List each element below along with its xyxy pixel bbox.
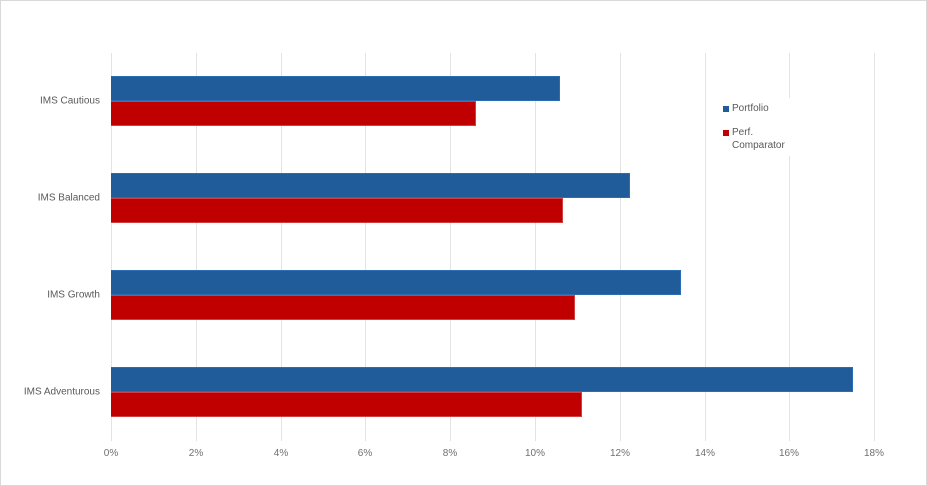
x-axis-tick-label: 0%	[103, 448, 119, 459]
gridline	[705, 53, 706, 441]
gridline	[281, 53, 282, 441]
bar-perf-comparator-ims-balanced[interactable]	[111, 198, 563, 223]
y-axis-category-label: IMS Balanced	[37, 192, 100, 204]
gridline	[874, 53, 875, 441]
y-axis-category-label: IMS Growth	[47, 289, 100, 301]
bar-portfolio-ims-growth[interactable]	[111, 270, 681, 295]
chart-legend: Portfolio Perf. Comparator	[715, 98, 823, 156]
x-axis-tick-label: 10%	[524, 448, 546, 459]
bar-portfolio-ims-adventurous[interactable]	[111, 367, 853, 392]
bar-portfolio-ims-cautious[interactable]	[111, 76, 560, 101]
gridline	[620, 53, 621, 441]
legend-swatch-portfolio	[723, 106, 729, 112]
y-axis-category-label: IMS Cautious	[39, 95, 100, 107]
bar-portfolio-ims-balanced[interactable]	[111, 173, 630, 198]
gridline	[365, 53, 366, 441]
gridline	[111, 53, 112, 441]
legend-label: Perf. Comparator	[732, 127, 785, 151]
x-axis-tick-label: 18%	[863, 448, 885, 459]
gridline	[450, 53, 451, 441]
legend-item-perf-comparator[interactable]: Perf. Comparator	[721, 126, 817, 152]
legend-item-portfolio[interactable]: Portfolio	[721, 102, 817, 115]
x-axis-tick-label: 2%	[188, 448, 204, 459]
bar-perf-comparator-ims-adventurous[interactable]	[111, 392, 582, 417]
y-axis-category-label: IMS Adventurous	[23, 386, 100, 398]
legend-label: Portfolio	[732, 103, 769, 114]
gridline	[196, 53, 197, 441]
x-axis-tick-label: 12%	[609, 448, 631, 459]
x-axis-tick-label: 6%	[357, 448, 373, 459]
x-axis-tick-label: 4%	[273, 448, 289, 459]
bar-perf-comparator-ims-growth[interactable]	[111, 295, 575, 320]
bar-perf-comparator-ims-cautious[interactable]	[111, 101, 476, 126]
legend-swatch-perf-comparator	[723, 130, 729, 136]
gridline	[789, 53, 790, 441]
gridline	[535, 53, 536, 441]
x-axis-tick-label: 16%	[778, 448, 800, 459]
x-axis-tick-label: 14%	[694, 448, 716, 459]
x-axis-tick-label: 8%	[442, 448, 458, 459]
